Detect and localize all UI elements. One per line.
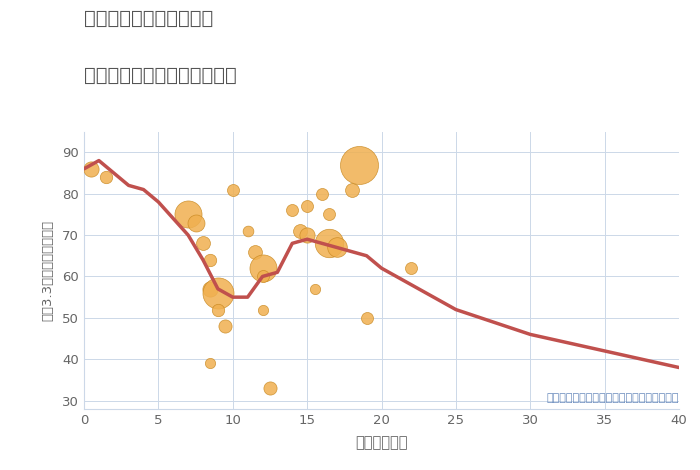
Point	[205, 256, 216, 264]
Point	[242, 227, 253, 235]
Point	[249, 248, 260, 255]
Point	[265, 384, 276, 392]
Point	[361, 314, 372, 321]
X-axis label: 築年数（年）: 築年数（年）	[355, 435, 407, 450]
Point	[101, 173, 112, 181]
Point	[86, 165, 97, 172]
Y-axis label: 坪（3.3㎡）単価（万円）: 坪（3.3㎡）単価（万円）	[41, 219, 54, 321]
Point	[316, 190, 328, 197]
Point	[324, 240, 335, 247]
Point	[294, 227, 305, 235]
Text: 三重県四日市市天カ須賀: 三重県四日市市天カ須賀	[84, 9, 214, 28]
Point	[212, 306, 223, 313]
Point	[183, 211, 194, 218]
Point	[346, 186, 357, 193]
Point	[212, 289, 223, 297]
Point	[257, 306, 268, 313]
Point	[257, 265, 268, 272]
Point	[257, 273, 268, 280]
Point	[287, 206, 298, 214]
Text: 築年数別中古マンション価格: 築年数別中古マンション価格	[84, 66, 237, 85]
Point	[354, 161, 365, 168]
Point	[190, 219, 201, 227]
Point	[302, 231, 313, 239]
Point	[406, 265, 417, 272]
Text: 円の大きさは、取引のあった物件面積を示す: 円の大きさは、取引のあった物件面積を示す	[547, 393, 679, 403]
Point	[227, 186, 238, 193]
Point	[197, 240, 209, 247]
Point	[205, 360, 216, 367]
Point	[302, 203, 313, 210]
Point	[205, 285, 216, 293]
Point	[220, 322, 231, 330]
Point	[324, 211, 335, 218]
Point	[331, 244, 342, 251]
Point	[309, 285, 320, 293]
